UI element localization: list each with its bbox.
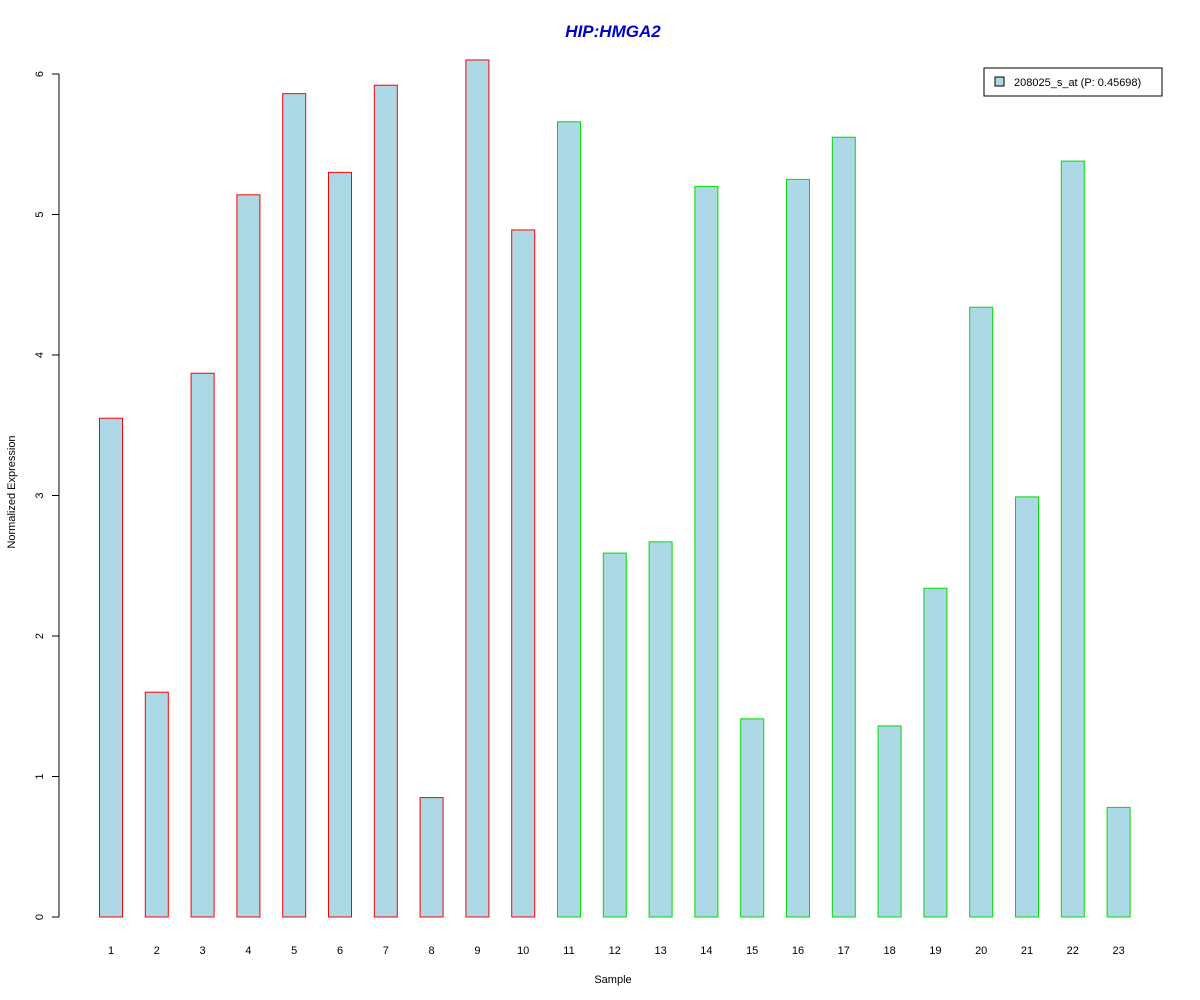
bar-sample-1 — [99, 417, 123, 918]
bar-sample-16 — [786, 178, 810, 918]
bar-sample-6 — [328, 171, 352, 918]
x-tick-label: 12 — [609, 945, 621, 957]
x-tick-label: 21 — [1021, 945, 1033, 957]
bar-sample-22 — [1060, 160, 1085, 918]
bar-sample-12 — [602, 552, 627, 918]
y-tick-label: 0 — [34, 914, 46, 920]
x-tick-label: 23 — [1112, 945, 1124, 957]
x-tick-label: 11 — [563, 945, 574, 957]
bars — [99, 59, 1131, 918]
bar-sample-4 — [236, 194, 261, 918]
legend-swatch — [994, 76, 1005, 87]
bar-sample-9 — [465, 59, 490, 918]
y-tick-label: 2 — [34, 633, 46, 639]
bar-sample-3 — [190, 372, 215, 918]
y-axis: 0 1 2 3 4 5 6 — [34, 71, 60, 920]
x-tick-label: 20 — [975, 945, 987, 957]
bar-sample-23 — [1106, 806, 1131, 918]
x-tick-label: 2 — [154, 945, 160, 957]
bar-sample-8 — [419, 797, 444, 918]
y-tick-label: 5 — [34, 211, 46, 217]
x-axis-label: Sample — [594, 974, 631, 986]
x-tick-label: 19 — [929, 945, 941, 957]
bar-sample-18 — [877, 725, 902, 918]
legend: 208025_s_at (P: 0.45698) — [983, 67, 1163, 97]
x-tick-label: 8 — [429, 945, 435, 957]
chart-title: HIP:HMGA2 — [565, 22, 661, 41]
x-tick-label: 13 — [654, 945, 666, 957]
bar-sample-15 — [740, 718, 765, 918]
x-tick-label: 6 — [337, 945, 343, 957]
legend-label: 208025_s_at (P: 0.45698) — [1014, 77, 1141, 89]
bar-sample-11 — [557, 121, 581, 918]
bar-sample-5 — [282, 93, 307, 918]
x-tick-label: 4 — [245, 945, 251, 957]
x-tick-label: 10 — [517, 945, 529, 957]
bar-sample-2 — [144, 691, 169, 918]
y-tick-label: 1 — [34, 773, 46, 779]
x-tick-label: 9 — [474, 945, 480, 957]
bar-sample-20 — [969, 306, 994, 918]
x-tick-label: 3 — [200, 945, 206, 957]
bar-sample-13 — [648, 541, 673, 918]
x-tick-label: 15 — [746, 945, 758, 957]
y-tick-label: 6 — [34, 71, 46, 77]
x-tick-label: 17 — [838, 945, 850, 957]
x-tick-label: 22 — [1067, 945, 1079, 957]
bar-sample-10 — [511, 229, 536, 918]
y-tick-label: 3 — [34, 492, 46, 498]
legend-box — [983, 67, 1163, 97]
x-tick-label: 18 — [883, 945, 895, 957]
x-tick-label: 5 — [291, 945, 297, 957]
x-tick-label: 1 — [108, 945, 114, 957]
bar-sample-14 — [694, 185, 719, 918]
y-axis-label: Normalized Expression — [6, 435, 18, 548]
x-tick-label: 16 — [792, 945, 804, 957]
y-tick-label: 4 — [34, 352, 46, 358]
bar-sample-17 — [831, 136, 856, 918]
x-tick-label: 7 — [383, 945, 389, 957]
bar-sample-7 — [373, 84, 398, 918]
x-axis-tick-labels: 1 2 3 4 5 6 7 8 9 10 11 12 13 14 15 16 17 18 19 20 21 22 23 — [108, 945, 1125, 957]
bar-sample-21 — [1015, 496, 1039, 918]
x-tick-label: 14 — [700, 945, 712, 957]
bar-sample-19 — [923, 587, 948, 918]
